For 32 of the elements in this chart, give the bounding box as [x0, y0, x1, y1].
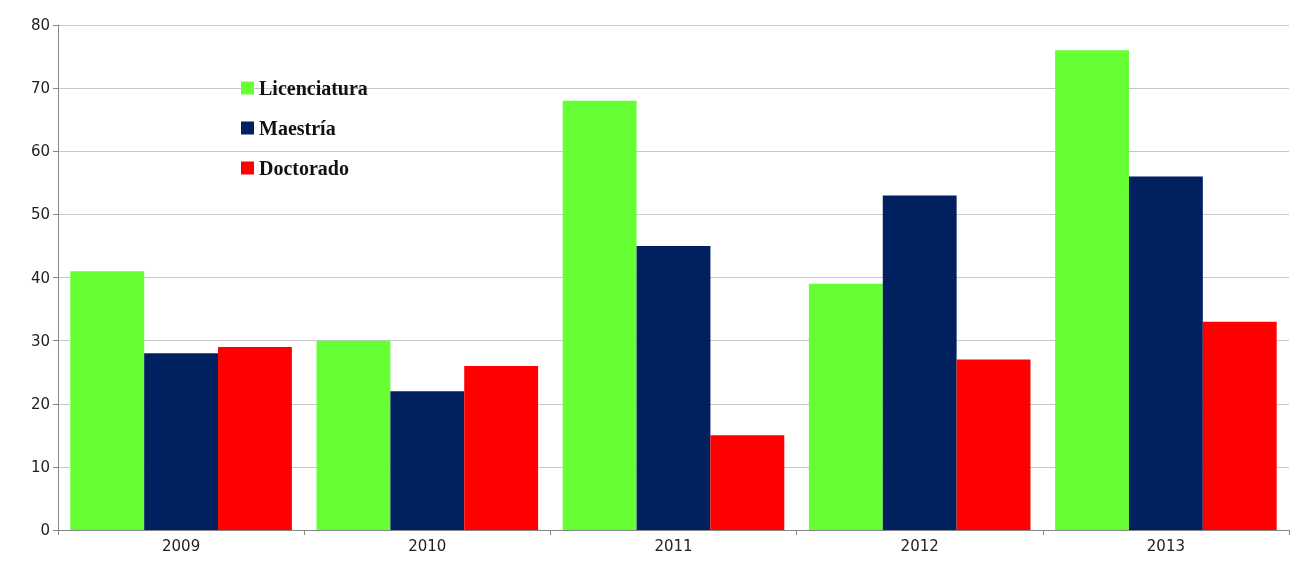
bar	[562, 100, 637, 530]
y-tick-label: 40	[30, 268, 50, 287]
bar	[1128, 176, 1203, 530]
bar	[464, 365, 539, 530]
legend-label: Licenciatura	[259, 77, 368, 99]
y-tick-label: 60	[30, 142, 50, 161]
y-tick-label: 0	[40, 521, 50, 539]
bar	[70, 271, 145, 530]
bar	[316, 340, 391, 530]
bar	[636, 245, 711, 530]
bar	[882, 195, 957, 530]
y-tick-label: 50	[30, 205, 50, 224]
y-tick-label: 30	[30, 331, 50, 350]
bar	[710, 435, 785, 530]
bar	[1055, 50, 1129, 530]
legend-label: Doctorado	[259, 157, 349, 179]
y-tick-label: 20	[30, 394, 50, 413]
bar	[1202, 321, 1277, 530]
bar	[956, 359, 1031, 530]
y-tick-label: 70	[30, 79, 50, 98]
y-tick-label: 80	[30, 16, 50, 34]
legend-label: Maestría	[259, 117, 336, 139]
x-tick-label: 2012	[900, 536, 939, 555]
bar	[144, 353, 219, 530]
bar	[808, 283, 883, 530]
x-tick-label: 2013	[1146, 536, 1185, 555]
bar	[218, 346, 292, 530]
x-tick-label: 2011	[654, 536, 693, 555]
bar	[390, 391, 465, 530]
x-tick-label: 2010	[408, 536, 447, 555]
y-tick-label: 10	[30, 457, 50, 476]
x-tick-label: 2009	[162, 536, 201, 555]
